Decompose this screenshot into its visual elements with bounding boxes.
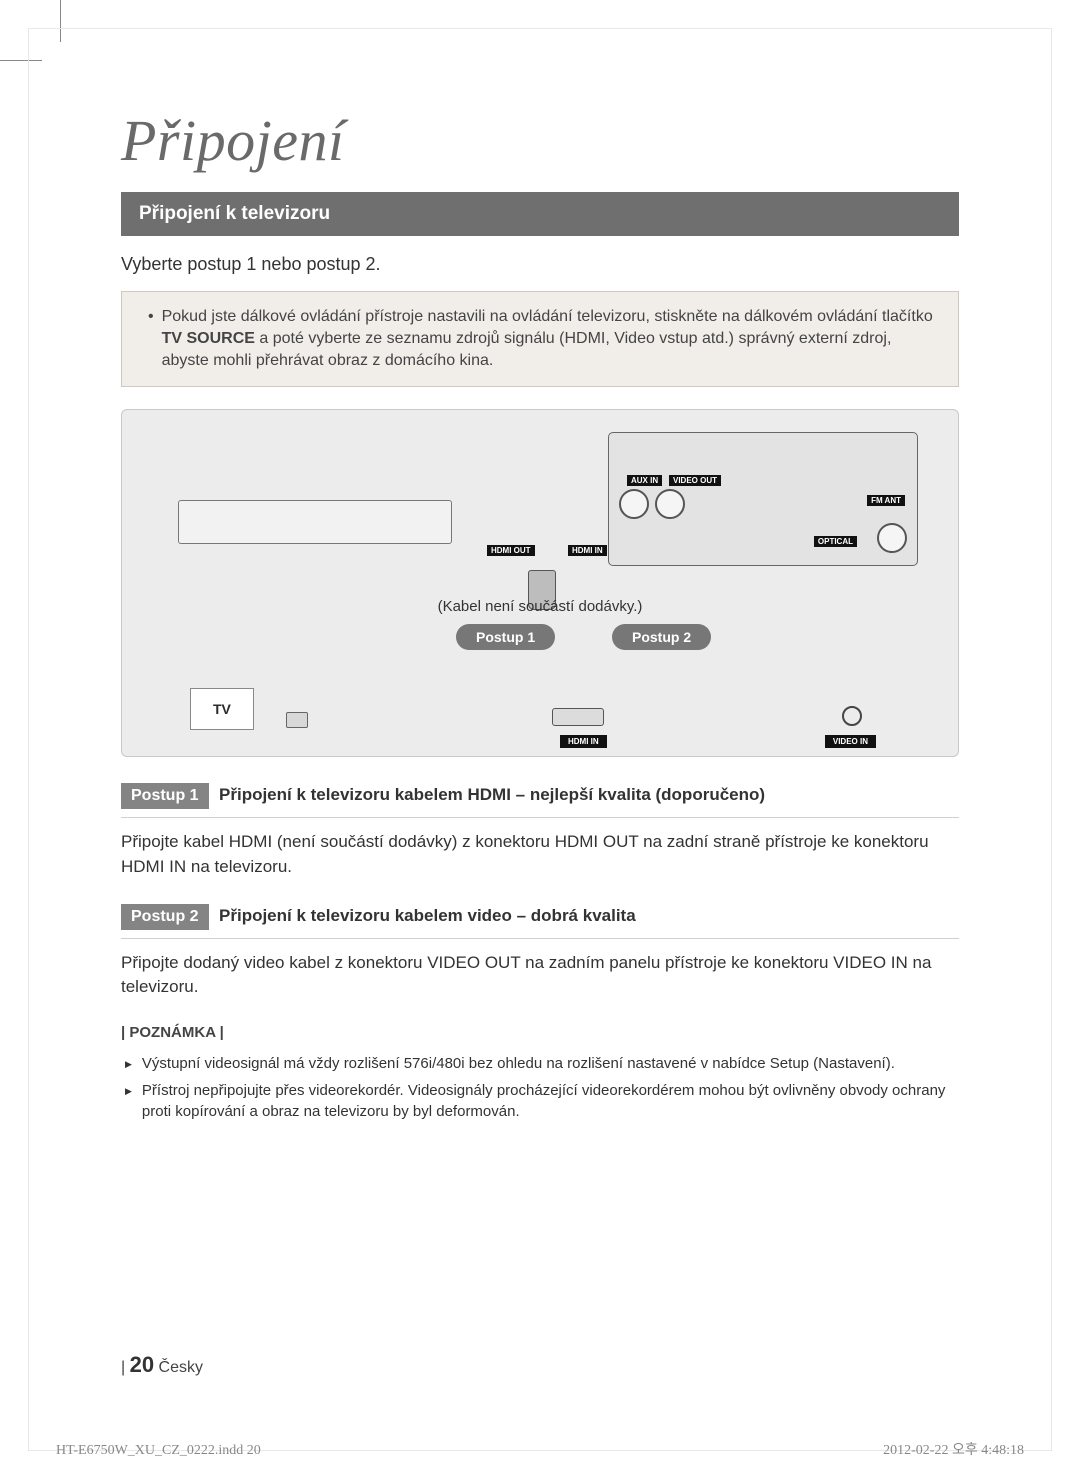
tv-hdmi-label: HDMI IN <box>560 735 607 748</box>
divider-1 <box>121 817 959 818</box>
method2-body: Připojte dodaný video kabel z konektoru … <box>121 951 959 1000</box>
footer-source-file: HT-E6750W_XU_CZ_0222.indd 20 <box>56 1443 261 1459</box>
port-label-aux: AUX IN <box>627 475 662 486</box>
connection-diagram: AUX IN VIDEO OUT FM ANT OPTICAL HDMI OUT… <box>121 409 959 757</box>
tv-video-in-jack <box>842 706 862 726</box>
method1-heading-row: Postup 1 Připojení k televizoru kabelem … <box>121 783 959 809</box>
page-lang: Česky <box>159 1359 203 1376</box>
port-fm-jack <box>877 523 907 553</box>
port-video-out-jack <box>655 489 685 519</box>
intro-text: Vyberte postup 1 nebo postup 2. <box>121 254 959 275</box>
tv-video-in-label: VIDEO IN <box>825 735 876 748</box>
page-number: 20 <box>130 1352 154 1377</box>
note-text-1: Výstupní videosignál má vždy rozlišení 5… <box>142 1053 895 1074</box>
method2-pill: Postup 2 <box>612 624 711 650</box>
chapter-title: Připojení <box>121 107 959 174</box>
page-prefix: | <box>121 1359 130 1376</box>
port-label-optical: OPTICAL <box>814 536 857 547</box>
tip-text-pre: Pokud jste dálkové ovládání přístroje na… <box>162 308 933 325</box>
note-list: Výstupní videosignál má vždy rozlišení 5… <box>121 1053 959 1123</box>
tip-text-post: a poté vyberte ze seznamu zdrojů signálu… <box>162 330 892 369</box>
method2-title: Připojení k televizoru kabelem video – d… <box>219 906 636 925</box>
note-label: | POZNÁMKA | <box>121 1024 959 1041</box>
device-back-panel: AUX IN VIDEO OUT FM ANT OPTICAL <box>608 432 918 566</box>
note-item: Přístroj nepřipojujte přes videorekordér… <box>125 1080 959 1123</box>
method1-body: Připojte kabel HDMI (není součástí dodáv… <box>121 830 959 879</box>
method1-tag: Postup 1 <box>121 783 209 809</box>
port-label-hdmi-in: HDMI IN <box>568 545 607 556</box>
page-frame: Připojení Připojení k televizoru Vyberte… <box>28 28 1052 1451</box>
tip-bullet: Pokud jste dálkové ovládání přístroje na… <box>148 306 938 372</box>
method1-title: Připojení k televizoru kabelem HDMI – ne… <box>219 785 765 804</box>
tip-box: Pokud jste dálkové ovládání přístroje na… <box>121 291 959 387</box>
tv-icon <box>286 712 308 728</box>
method2-heading-row: Postup 2 Připojení k televizoru kabelem … <box>121 904 959 930</box>
port-label-fm: FM ANT <box>867 495 905 506</box>
tv-label-box: TV <box>190 688 254 730</box>
port-label-video-out: VIDEO OUT <box>669 475 721 486</box>
note-item: Výstupní videosignál má vždy rozlišení 5… <box>125 1053 959 1074</box>
section-heading: Připojení k televizoru <box>121 192 959 236</box>
divider-2 <box>121 938 959 939</box>
method1-pill: Postup 1 <box>456 624 555 650</box>
cable-note: (Kabel není součástí dodávky.) <box>438 598 643 615</box>
tip-text-bold: TV SOURCE <box>162 330 255 347</box>
note-text-2: Přístroj nepřipojujte přes videorekordér… <box>142 1080 959 1123</box>
method2-tag: Postup 2 <box>121 904 209 930</box>
device-front-view <box>178 500 452 544</box>
port-label-hdmi-out: HDMI OUT <box>487 545 535 556</box>
port-aux-jack <box>619 489 649 519</box>
tv-hdmi-port <box>552 708 604 726</box>
footer-timestamp: 2012-02-22 오후 4:48:18 <box>883 1439 1024 1459</box>
page-number-block: | 20 Česky <box>121 1352 203 1378</box>
